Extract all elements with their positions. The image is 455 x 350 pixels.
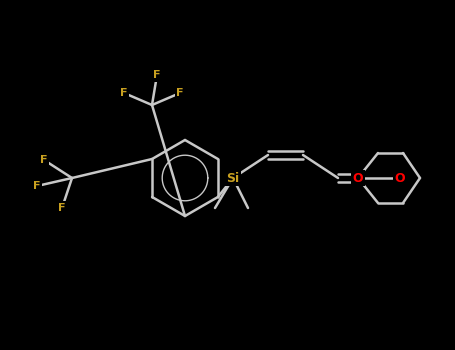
Text: F: F (33, 181, 41, 191)
Text: F: F (153, 70, 161, 80)
Text: F: F (120, 88, 128, 98)
Text: F: F (176, 88, 184, 98)
Text: Si: Si (227, 172, 240, 184)
Text: O: O (394, 172, 405, 184)
Text: F: F (58, 203, 66, 213)
Text: O: O (353, 172, 363, 184)
Text: F: F (40, 155, 48, 165)
Text: O: O (353, 172, 363, 184)
Text: O: O (394, 172, 405, 184)
